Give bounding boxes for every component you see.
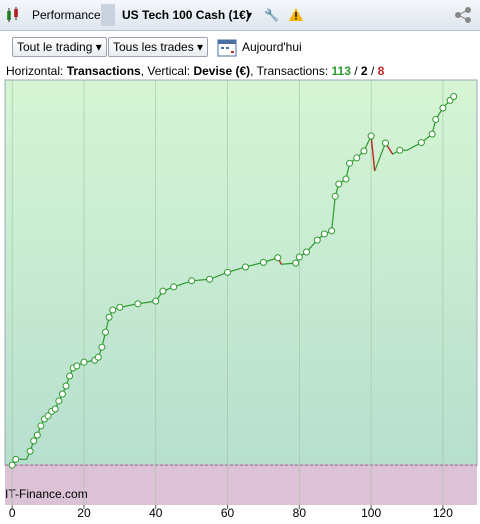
- trade-marker: [51, 405, 59, 413]
- trade-marker: [105, 313, 113, 321]
- plot-background: [4, 79, 478, 466]
- share-icon[interactable]: [454, 7, 472, 23]
- x-tick-label: 0: [9, 506, 16, 520]
- link-icon[interactable]: [101, 4, 115, 26]
- trade-marker: [73, 362, 81, 370]
- trade-marker: [152, 297, 160, 305]
- toolbar: Performance US Tech 100 Cash (1€) ▼ 🔧: [0, 0, 480, 31]
- trade-marker: [62, 382, 70, 390]
- loss-segment: [370, 135, 376, 172]
- instrument[interactable]: US Tech 100 Cash (1€): [122, 8, 250, 22]
- trade-marker: [66, 372, 74, 380]
- trade-marker: [295, 253, 303, 261]
- scope-label: Tout le trading: [17, 40, 93, 54]
- x-tick-label: 60: [221, 506, 235, 520]
- info-h-value: Transactions: [67, 64, 141, 78]
- calendar-icon[interactable]: [217, 37, 237, 57]
- info-h-label: Horizontal:: [6, 64, 63, 78]
- trade-marker: [94, 353, 102, 361]
- info-v-value: Devise (€): [193, 64, 250, 78]
- trade-marker: [320, 230, 328, 238]
- trade-marker: [335, 180, 343, 188]
- trade-marker: [417, 139, 425, 147]
- trade-marker: [432, 116, 440, 124]
- candle-icon: [7, 7, 18, 22]
- trade-marker: [80, 358, 88, 366]
- trade-marker: [116, 303, 124, 311]
- trade-marker: [360, 147, 368, 155]
- wrench-icon[interactable]: 🔧: [264, 8, 279, 22]
- x-tick-label: 40: [149, 506, 163, 520]
- losses: 8: [378, 64, 385, 78]
- wins: 113: [332, 64, 352, 78]
- trades-label: Tous les trades: [113, 40, 194, 54]
- info-count-label: , Transactions:: [250, 64, 328, 78]
- filter-bar: Tout le trading ▾ Tous les trades ▾ Aujo…: [0, 31, 480, 62]
- trade-marker: [206, 275, 214, 283]
- scope-select[interactable]: Tout le trading ▾: [12, 37, 107, 57]
- info-v-label: , Vertical:: [141, 64, 190, 78]
- neutral: 2: [361, 64, 368, 78]
- trade-marker: [55, 397, 63, 405]
- trade-marker: [241, 263, 249, 271]
- period-label[interactable]: Aujourd'hui: [242, 40, 302, 54]
- trade-marker: [328, 227, 336, 235]
- trade-marker: [342, 175, 350, 183]
- trade-marker: [381, 139, 389, 147]
- trade-marker: [109, 306, 117, 314]
- trade-marker: [346, 159, 354, 167]
- trade-marker: [44, 412, 52, 420]
- trade-marker: [188, 277, 196, 285]
- trade-marker: [259, 258, 267, 266]
- x-tick-label: 120: [433, 506, 453, 520]
- trade-marker: [353, 154, 361, 162]
- trade-marker: [303, 248, 311, 256]
- tab-label[interactable]: Performance: [32, 8, 101, 22]
- trade-marker: [439, 104, 447, 112]
- trade-marker: [26, 447, 34, 455]
- trade-marker: [274, 254, 282, 262]
- trade-marker: [98, 343, 106, 351]
- trade-marker: [224, 268, 232, 276]
- trade-marker: [428, 130, 436, 138]
- warning-icon[interactable]: [289, 8, 303, 21]
- trade-marker: [58, 390, 66, 398]
- trade-marker: [450, 93, 458, 101]
- trade-marker: [367, 132, 375, 140]
- trade-marker: [102, 328, 110, 336]
- trade-marker: [331, 192, 339, 200]
- trade-marker: [170, 283, 178, 291]
- trade-marker: [396, 146, 404, 154]
- trade-marker: [37, 422, 45, 430]
- trade-marker: [33, 431, 41, 439]
- trade-marker: [159, 287, 167, 295]
- trade-marker: [8, 461, 16, 469]
- x-tick-label: 80: [293, 506, 307, 520]
- trades-select[interactable]: Tous les trades ▾: [108, 37, 209, 57]
- trade-marker: [30, 437, 38, 445]
- info-line: Horizontal: Transactions, Vertical: Devi…: [6, 64, 385, 78]
- footer: IT-Finance.com: [5, 487, 88, 501]
- x-tick-label: 20: [77, 506, 91, 520]
- dropdown-arrow[interactable]: ▼: [245, 10, 254, 20]
- trade-marker: [292, 259, 300, 267]
- chart: Horizontal: Transactions, Vertical: Devi…: [4, 64, 478, 520]
- separator: /: [354, 64, 358, 78]
- x-tick-label: 100: [361, 506, 381, 520]
- trade-marker: [134, 300, 142, 308]
- separator: /: [371, 64, 375, 78]
- trade-marker: [12, 455, 20, 463]
- trade-marker: [313, 236, 321, 244]
